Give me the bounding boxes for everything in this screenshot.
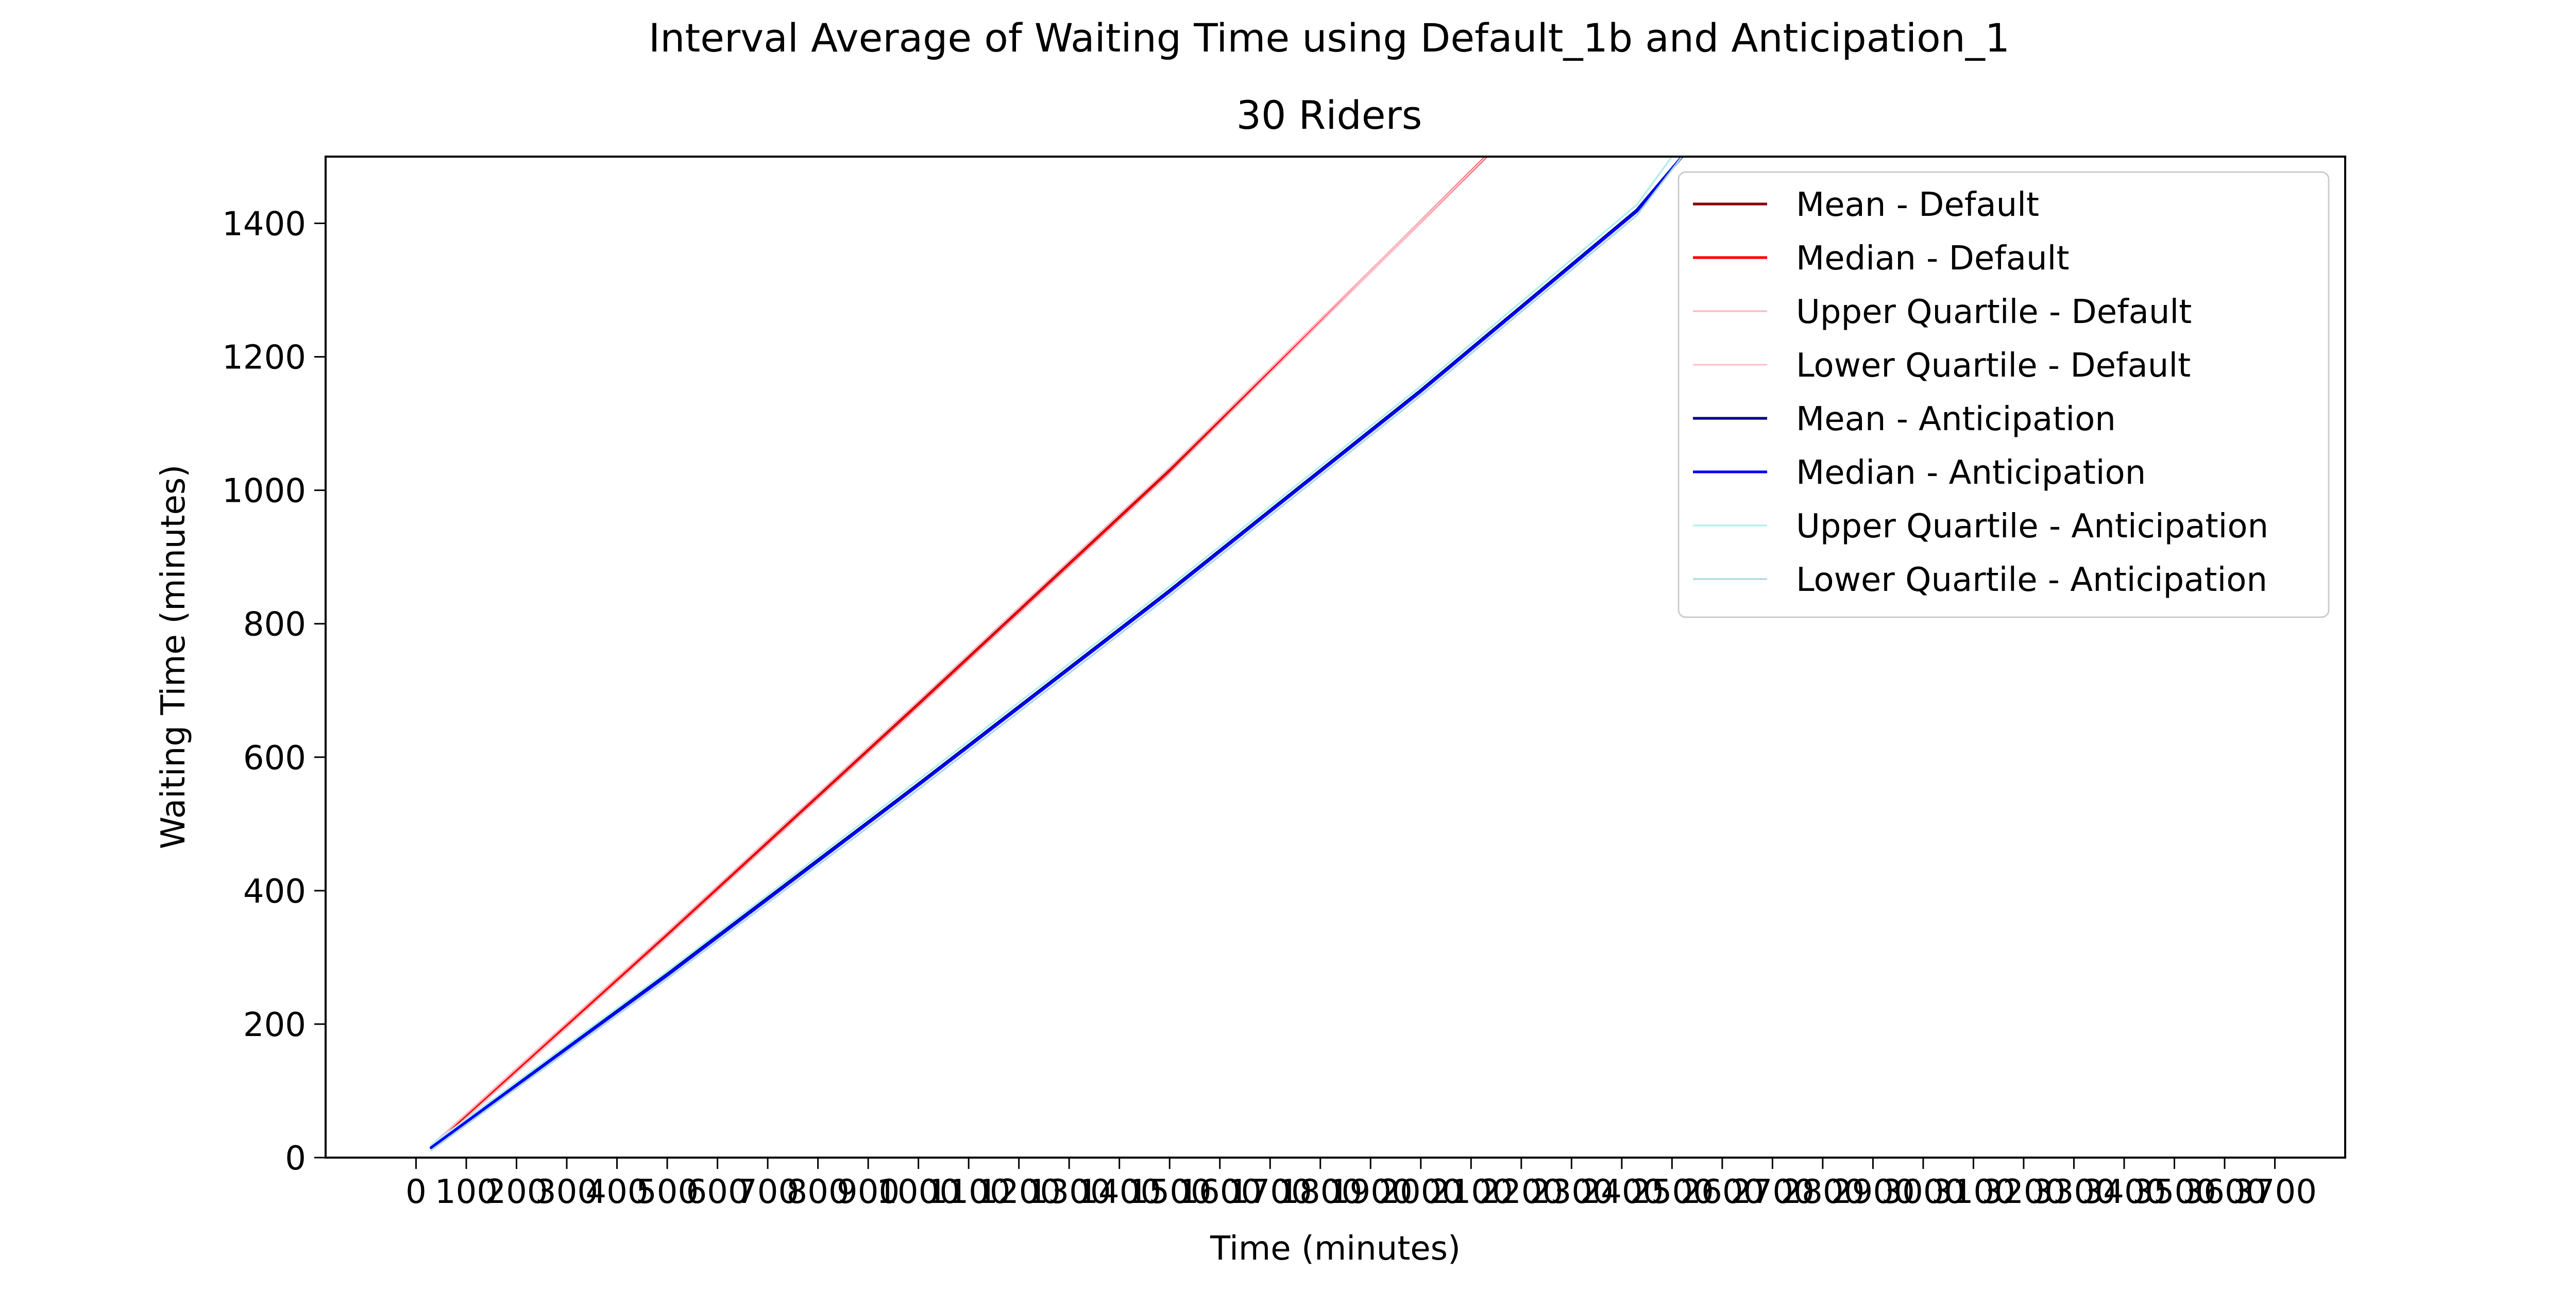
chart-subtitle: 30 Riders	[1236, 92, 1422, 138]
y-tick-label: 1400	[222, 206, 306, 244]
legend-label: Mean - Default	[1796, 186, 2039, 224]
legend: Mean - Default Median - Default Upper Quar…	[1677, 171, 2330, 618]
x-tick-label: 500	[636, 1173, 699, 1211]
x-tick-label: 3600	[2183, 1173, 2267, 1211]
x-tick-label: 3500	[2132, 1173, 2216, 1211]
x-tick-label: 1800	[1278, 1173, 1362, 1211]
x-tick-label: 2100	[1429, 1173, 1513, 1211]
x-tick-label: 1400	[1077, 1173, 1161, 1211]
y-tick-label: 400	[243, 873, 306, 911]
y-tick-label: 1200	[222, 339, 306, 377]
chart-title: Interval Average of Waiting Time using D…	[649, 15, 2010, 61]
x-tick-label: 200	[485, 1173, 548, 1211]
x-axis-label: Time (minutes)	[1210, 1230, 1461, 1268]
x-tick-label: 1300	[1027, 1173, 1111, 1211]
x-tick-label: 2900	[1831, 1173, 1915, 1211]
series-layer	[430, 157, 1684, 1151]
y-tick-label: 600	[243, 739, 306, 777]
x-axis: 0 100200300400500600700800900100011001200…	[405, 1158, 2317, 1211]
x-tick-label: 900	[837, 1173, 900, 1211]
x-tick-label: 400	[585, 1173, 648, 1211]
x-tick-label: 3100	[1931, 1173, 2015, 1211]
x-tick-label: 1200	[977, 1173, 1061, 1211]
x-tick-label: 3700	[2233, 1173, 2317, 1211]
x-tick-label: 1100	[927, 1173, 1011, 1211]
x-tick-label: 2700	[1731, 1173, 1815, 1211]
series-line-median-anticipation	[430, 157, 1684, 1149]
x-tick-label: 700	[736, 1173, 799, 1211]
x-tick-label: 3000	[1881, 1173, 1965, 1211]
series-line-upper-quartile-anticipation	[430, 157, 1673, 1146]
y-tick-label: 0	[285, 1140, 306, 1178]
legend-label: Lower Quartile - Default	[1796, 347, 2191, 385]
series-line-lower-quartile-anticipation	[430, 157, 1683, 1151]
x-tick-label: 2500	[1630, 1173, 1714, 1211]
x-tick-label: 1600	[1178, 1173, 1262, 1211]
legend-label: Lower Quartile - Anticipation	[1796, 561, 2267, 599]
x-tick-label: 300	[535, 1173, 598, 1211]
x-tick-label: 600	[686, 1173, 749, 1211]
x-tick-label: 2400	[1580, 1173, 1664, 1211]
y-tick-label: 200	[243, 1006, 306, 1044]
x-tick-label: 800	[787, 1173, 850, 1211]
legend-label: Upper Quartile - Anticipation	[1796, 507, 2268, 546]
x-tick-label: 0	[405, 1173, 427, 1211]
y-axis-label: Waiting Time (minutes)	[155, 465, 193, 850]
x-tick-label: 2800	[1781, 1173, 1865, 1211]
legend-box	[1677, 171, 2330, 618]
series-line-lower-quartile-default	[430, 157, 1487, 1151]
x-tick-label: 3300	[2032, 1173, 2116, 1211]
x-tick-label: 2600	[1680, 1173, 1764, 1211]
legend-label: Mean - Anticipation	[1796, 400, 2116, 438]
x-tick-label: 2300	[1530, 1173, 1614, 1211]
x-tick-label: 1700	[1228, 1173, 1312, 1211]
x-tick-label: 1000	[876, 1173, 960, 1211]
x-tick-label: 3400	[2082, 1173, 2166, 1211]
x-tick-label: 1500	[1128, 1173, 1212, 1211]
y-axis: 0 200 400 600 800 1000 1200 1400	[222, 206, 326, 1178]
legend-label: Upper Quartile - Default	[1796, 293, 2192, 331]
series-line-median-default	[430, 157, 1488, 1149]
y-tick-label: 800	[243, 606, 306, 644]
x-tick-label: 2000	[1379, 1173, 1463, 1211]
y-tick-label: 1000	[222, 472, 306, 511]
x-tick-label: 3200	[1981, 1173, 2065, 1211]
x-tick-label: 2200	[1479, 1173, 1563, 1211]
x-tick-label: 1900	[1329, 1173, 1413, 1211]
plot-area-frame	[325, 156, 2346, 1159]
series-line-upper-quartile-default	[430, 157, 1487, 1147]
x-tick-label: 100	[435, 1173, 498, 1211]
legend-label: Median - Default	[1796, 240, 2069, 278]
legend-label: Median - Anticipation	[1796, 454, 2146, 492]
